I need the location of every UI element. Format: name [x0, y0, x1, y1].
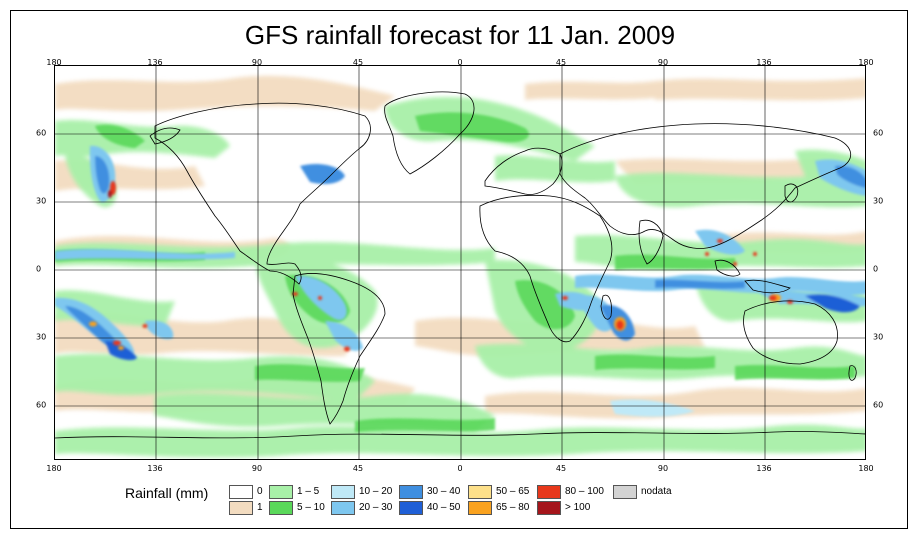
- legend-label-6: 30 – 40: [427, 486, 461, 497]
- lon-tick-bottom: 136: [756, 464, 772, 473]
- legend-label-2: 1 – 5: [297, 486, 320, 497]
- lat-tick-right: 30: [873, 332, 884, 342]
- legend-label-3: 5 – 10: [297, 502, 325, 513]
- legend-label-4: 10 – 20: [359, 486, 393, 497]
- legend-swatch-2: [269, 485, 293, 499]
- lon-tick-top: 90: [657, 58, 669, 67]
- legend-label-9: 65 – 80: [496, 502, 530, 513]
- lon-tick-top: 45: [555, 58, 567, 67]
- lon-tick-bottom: 90: [251, 464, 263, 473]
- legend-label-5: 20 – 30: [359, 502, 393, 513]
- legend-label-7: 40 – 50: [427, 502, 461, 513]
- legend-label-12: nodata: [641, 486, 672, 497]
- lon-tick-top: 90: [251, 58, 263, 67]
- legend-label-10: 80 – 100: [565, 486, 604, 497]
- lat-tick-right: 0: [873, 264, 879, 274]
- legend-swatch-7: [399, 501, 423, 515]
- lon-tick-top: 180: [46, 58, 62, 67]
- legend-swatch-8: [468, 485, 492, 499]
- lon-tick-top: 136: [147, 58, 163, 67]
- lat-tick-right: 60: [873, 128, 884, 138]
- lon-tick-top: 136: [756, 58, 772, 67]
- legend-swatch-4: [331, 485, 355, 499]
- lat-tick-right: 30: [873, 196, 884, 206]
- lon-tick-bottom: 136: [147, 464, 163, 473]
- rainfall-map-svg: [55, 66, 865, 459]
- lat-tick-left: 60: [36, 400, 47, 410]
- lat-tick-left: 30: [36, 196, 47, 206]
- legend-label-1: 1: [257, 502, 263, 513]
- legend-title: Rainfall (mm): [125, 485, 209, 501]
- lon-tick-bottom: 45: [555, 464, 567, 473]
- legend-label-0: 0: [257, 486, 263, 497]
- lon-tick-bottom: 45: [352, 464, 364, 473]
- lon-tick-top: 0: [457, 58, 463, 67]
- lat-tick-left: 60: [36, 128, 47, 138]
- legend-swatch-5: [331, 501, 355, 515]
- legend-swatch-10: [537, 485, 561, 499]
- legend-label-8: 50 – 65: [496, 486, 530, 497]
- coastlines: [55, 91, 865, 439]
- graticule: [55, 66, 865, 459]
- legend-swatch-9: [468, 501, 492, 515]
- lon-tick-top: 45: [352, 58, 364, 67]
- lat-tick-left: 30: [36, 332, 47, 342]
- lon-tick-bottom: 0: [457, 464, 463, 473]
- lat-tick-left: 0: [36, 264, 42, 274]
- legend-swatch-6: [399, 485, 423, 499]
- lon-tick-top: 180: [858, 58, 874, 67]
- legend-swatch-12: [613, 485, 637, 499]
- legend-swatch-1: [229, 501, 253, 515]
- rainfall-band-10-50mm: [55, 145, 865, 417]
- legend-swatch-3: [269, 501, 293, 515]
- lat-tick-right: 60: [873, 400, 884, 410]
- rainfall-map: [54, 65, 866, 460]
- legend-label-11: > 100: [565, 502, 591, 513]
- legend-swatch-11: [537, 501, 561, 515]
- lon-tick-bottom: 180: [858, 464, 874, 473]
- legend-swatch-0: [229, 485, 253, 499]
- lon-tick-bottom: 90: [657, 464, 669, 473]
- map-title: GFS rainfall forecast for 11 Jan. 2009: [244, 20, 676, 50]
- lon-tick-bottom: 180: [46, 464, 62, 473]
